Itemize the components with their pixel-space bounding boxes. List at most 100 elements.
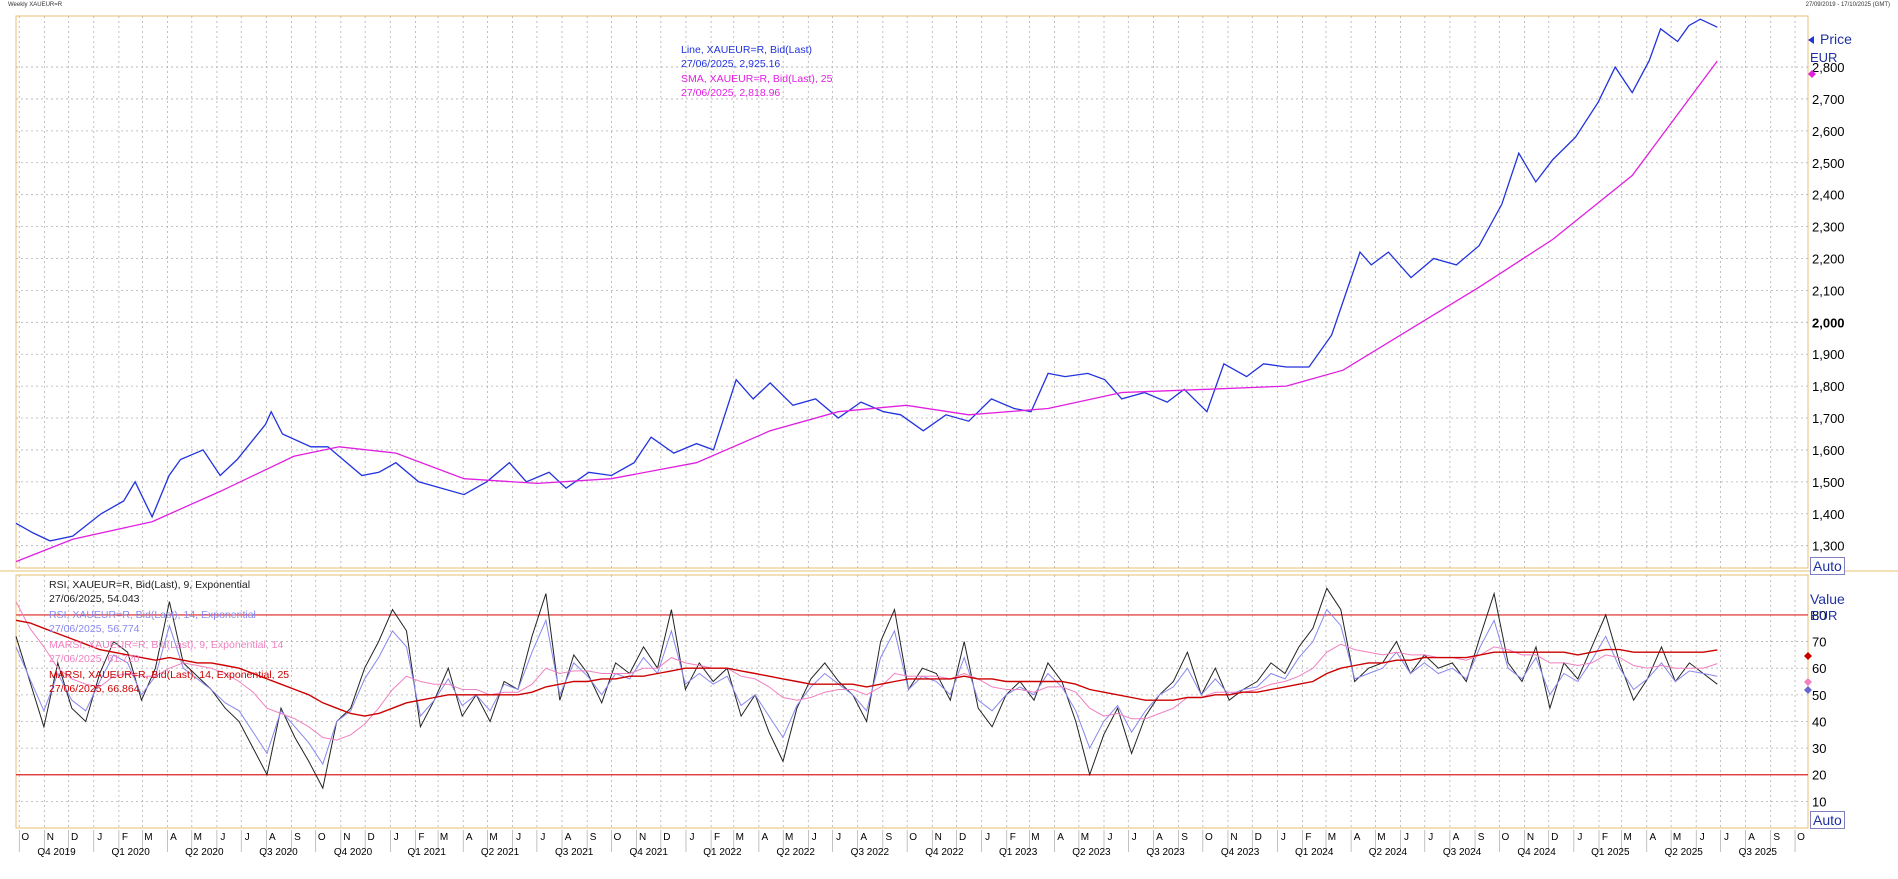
x-tick-label: A (860, 832, 867, 843)
price-tick-label: 2,300 (1812, 220, 1845, 235)
x-tick-label: N (639, 832, 646, 843)
x-tick-label: A (565, 832, 572, 843)
quarter-label: Q3 2022 (851, 847, 890, 858)
x-tick-label: M (736, 832, 744, 843)
quarter-label: Q1 2024 (1295, 847, 1334, 858)
x-tick-label: J (985, 832, 990, 843)
x-tick-label: N (935, 832, 942, 843)
rsi14-series (15, 608, 1718, 766)
x-tick-label: D (663, 832, 670, 843)
date-range: 27/09/2019 - 17/10/2025 (GMT) (1805, 2, 1890, 8)
x-tick-label: J (1577, 832, 1582, 843)
rsi-legend-line2: 27/06/2025, 61.720 (49, 653, 140, 665)
x-tick-label: S (590, 832, 597, 843)
x-tick-label: O (1205, 832, 1213, 843)
price-tick-label: 1,400 (1812, 507, 1845, 522)
x-tick-label: M (1673, 832, 1681, 843)
x-tick-label: N (1527, 832, 1534, 843)
rsi-legend-line1: MARSI, XAUEUR=R, Bid(Last), 9, Exponenti… (49, 639, 283, 651)
price-legend-line1: SMA, XAUEUR=R, Bid(Last), 25 (681, 73, 833, 85)
x-tick-label: F (1602, 832, 1608, 843)
x-tick-label: J (540, 832, 545, 843)
x-tick-label: D (1255, 832, 1262, 843)
quarter-label: Q3 2025 (1739, 847, 1778, 858)
x-tick-label: J (689, 832, 694, 843)
rsi9-series (15, 587, 1718, 790)
rsi-tick-label: 20 (1812, 768, 1826, 783)
price-tick-label: 1,600 (1812, 443, 1845, 458)
x-tick-label: D (1551, 832, 1558, 843)
rsi-legend-line2: 27/06/2025, 56.774 (49, 623, 140, 635)
rsi-auto-button[interactable]: Auto (1810, 811, 1845, 829)
x-tick-label: D (71, 832, 78, 843)
x-tick-label: A (170, 832, 177, 843)
quarter-label: Q4 2024 (1517, 847, 1556, 858)
price-tick-label: 2,500 (1812, 156, 1845, 171)
price-tick-label: 1,300 (1812, 539, 1845, 554)
quarter-label: Q4 2019 (37, 847, 76, 858)
quarter-label: Q1 2021 (408, 847, 447, 858)
x-tick-label: M (1081, 832, 1089, 843)
x-tick-label: M (440, 832, 448, 843)
rsi-axis-unit: EUR (1810, 608, 1837, 623)
x-tick-label: M (785, 832, 793, 843)
price-legend-line2: 27/06/2025, 2,925.16 (681, 58, 780, 70)
x-tick-label: J (1724, 832, 1729, 843)
x-tick-label: M (489, 832, 497, 843)
x-tick-label: A (1057, 832, 1064, 843)
quarter-label: Q2 2022 (777, 847, 816, 858)
quarter-label: Q4 2021 (630, 847, 669, 858)
quarter-label: Q4 2023 (1221, 847, 1260, 858)
price-panel-frame (15, 15, 1809, 569)
quarter-label: Q4 2020 (334, 847, 373, 858)
x-tick-label: F (122, 832, 128, 843)
price-legend-line1: Line, XAUEUR=R, Bid(Last) (681, 44, 812, 56)
sma-line-series (15, 60, 1718, 563)
x-tick-label: S (885, 832, 892, 843)
quarter-label: Q3 2024 (1443, 847, 1482, 858)
price-tick-label: 2,100 (1812, 283, 1845, 298)
rsi-tick-label: 50 (1812, 688, 1826, 703)
price-line-series (15, 18, 1718, 542)
rsi-tick-label: 70 (1812, 635, 1826, 650)
x-tick-label: O (614, 832, 622, 843)
price-auto-button[interactable]: Auto (1810, 557, 1845, 575)
marsi9-series (15, 601, 1718, 741)
price-tick-label: 2,000 (1812, 315, 1845, 330)
marsi14-series (15, 619, 1718, 717)
x-tick-label: F (1010, 832, 1016, 843)
rsi-legend-line1: RSI, XAUEUR=R, Bid(Last), 14, Exponentia… (49, 609, 256, 621)
x-tick-label: J (1700, 832, 1705, 843)
x-tick-label: J (1132, 832, 1137, 843)
quarter-label: Q3 2023 (1146, 847, 1185, 858)
rsi-tick-label: 30 (1812, 741, 1826, 756)
quarter-label: Q1 2025 (1591, 847, 1630, 858)
x-tick-label: O (318, 832, 326, 843)
x-tick-label: J (836, 832, 841, 843)
x-tick-label: J (1281, 832, 1286, 843)
rsi-legend-line2: 27/06/2025, 54.043 (49, 593, 140, 605)
price-tick-label: 2,400 (1812, 188, 1845, 203)
x-tick-label: N (1230, 832, 1237, 843)
x-tick-label: A (1748, 832, 1755, 843)
quarter-label: Q2 2021 (481, 847, 520, 858)
x-tick-label: O (1501, 832, 1509, 843)
x-tick-label: M (144, 832, 152, 843)
x-tick-label: M (1031, 832, 1039, 843)
x-tick-label: M (1328, 832, 1336, 843)
x-tick-label: M (194, 832, 202, 843)
price-tick-label: 1,900 (1812, 347, 1845, 362)
sma-marker (1808, 70, 1816, 78)
rsi-legend-line1: MARSI, XAUEUR=R, Bid(Last), 14, Exponent… (49, 669, 289, 681)
marsi-marker (1804, 652, 1812, 660)
price-tick-label: 1,500 (1812, 475, 1845, 490)
price-tick-label: 2,800 (1812, 60, 1845, 75)
x-tick-label: O (1797, 832, 1805, 843)
x-tick-label: J (516, 832, 521, 843)
rsi-legend-line2: 27/06/2025, 66.864 (49, 683, 140, 695)
x-tick-label: S (1478, 832, 1485, 843)
x-tick-label: M (1377, 832, 1385, 843)
x-tick-label: N (343, 832, 350, 843)
